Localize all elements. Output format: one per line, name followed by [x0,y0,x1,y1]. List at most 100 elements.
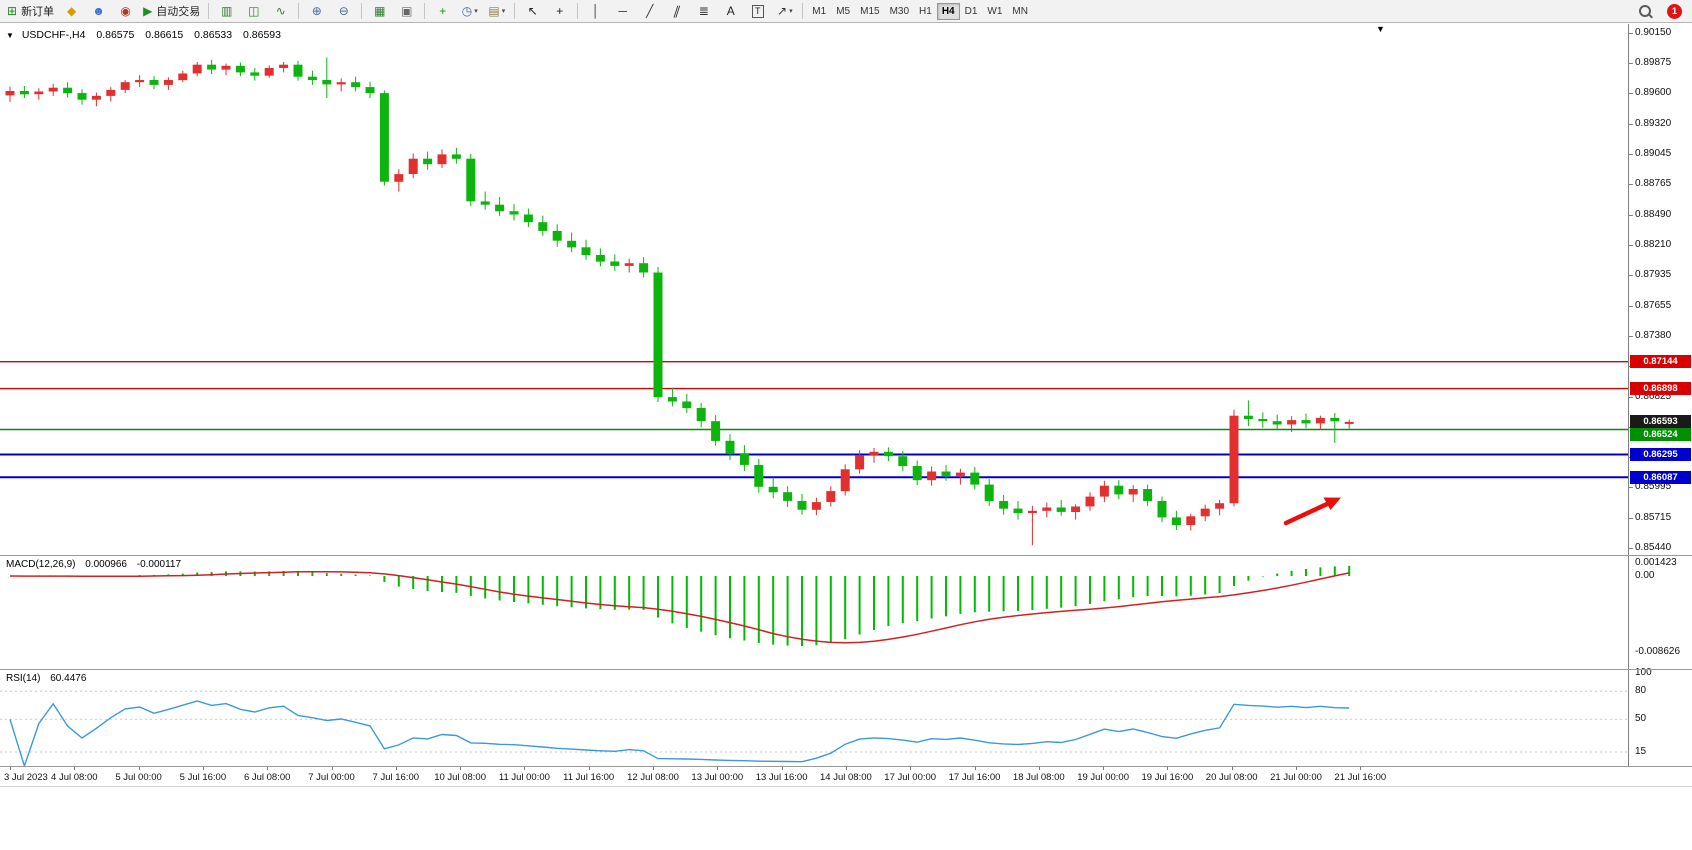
timeframe-m5-button[interactable]: M5 [836,5,851,17]
time-tick [653,766,654,770]
toolbar-right: 1 [1631,1,1692,22]
profiles-button[interactable]: ☻ [86,1,111,22]
cascade-windows-button[interactable]: ▣ [394,1,419,22]
fibonacci-button[interactable]: ≣ [691,1,716,22]
close-value: 0.86593 [243,29,281,41]
axis-tick [1629,335,1633,337]
line-chart-icon: ∿ [275,4,286,18]
macd-main-value: 0.000966 [85,559,127,570]
annotation-arrow[interactable] [1283,501,1331,526]
shift-end-marker-icon[interactable]: ▼ [1376,24,1385,34]
arrows-icon: ↗ [777,4,788,18]
autotrading-button[interactable]: ▶ 自动交易 [140,1,203,22]
bar-chart-button[interactable]: ▥ [214,1,239,22]
macd-panel[interactable]: MACD(12,26,9) 0.000966 -0.000117 [0,556,1628,669]
indicators-button[interactable]: + [430,1,455,22]
cursor-button[interactable]: ↖ [520,1,545,22]
axis-tick [1629,396,1633,398]
time-tick [460,766,462,770]
time-axis-label: 11 Jul 16:00 [563,772,615,783]
candlestick-series[interactable] [5,57,1354,546]
text-label-button[interactable]: T [745,1,770,22]
notification-badge[interactable]: 1 [1667,3,1682,19]
time-axis-label: 5 Jul 00:00 [115,772,162,783]
axis-tick [1629,487,1633,489]
trendline-button[interactable]: ╱ [637,1,662,22]
toolbar-separator [514,3,516,19]
vertical-line-button[interactable]: │ [583,1,608,22]
mql5-community-button[interactable]: ◉ [113,1,138,22]
price-tag-0.86593: 0.86593 [1630,415,1691,429]
timeframe-w1-button[interactable]: W1 [987,5,1003,17]
zoom-out-button[interactable]: ⊖ [331,1,356,22]
price-tag-0.86524: 0.86524 [1630,428,1691,442]
timeframe-d1-button[interactable]: D1 [964,5,978,17]
macd-scale-label: 0.001423 [1635,557,1677,569]
timeframe-m15-button[interactable]: M15 [860,5,880,17]
rsi-canvas[interactable] [0,670,1628,766]
price-axis-label: 0.89600 [1635,87,1672,99]
mql5-community-icon: ◉ [120,4,131,18]
time-tick [717,766,719,770]
tile-windows-icon: ▦ [374,4,386,18]
crosshair-button[interactable]: + [547,1,572,22]
templates-button[interactable]: ▤ ▾ [484,1,509,22]
timeframe-h1-button[interactable]: H1 [919,5,932,17]
search-icon [1638,5,1651,17]
toolbar-separator [298,3,300,19]
timeframe-m30-button[interactable]: M30 [889,5,910,17]
time-tick [395,766,397,770]
collapse-icon[interactable]: ▼ [6,31,14,40]
time-axis-label: 4 Jul 08:00 [51,772,98,783]
new-order-icon: ⊞ [7,4,18,18]
rsi-label: RSI(14) 60.4476 [6,673,86,684]
caret-down-icon: ▾ [789,8,793,15]
time-tick [267,766,269,770]
timeframe-m1-button[interactable]: M1 [812,5,827,17]
macd-signal-value: -0.000117 [136,559,182,570]
time-axis-label: 17 Jul 16:00 [948,772,1001,783]
price-chart-panel[interactable]: ▼ USDCHF-,H4 0.86575 0.86615 0.86533 0.8… [0,24,1628,555]
time-axis-label: 7 Jul 16:00 [372,772,420,783]
axis-tick [1629,63,1633,65]
rsi-scale-label: 15 [1635,745,1647,757]
zoom-out-icon: ⊖ [338,4,349,18]
macd-signal-line [9,570,1350,644]
new-order-button[interactable]: ⊞ 新订单 [4,1,57,22]
time-tick [974,766,976,770]
price-axis-label: 0.85440 [1635,542,1672,553]
arrows-button[interactable]: ↗ ▾ [772,1,797,22]
metaeditor-button[interactable]: ◆ [59,1,84,22]
price-chart-canvas[interactable] [0,24,1628,555]
macd-canvas[interactable] [0,556,1628,669]
timeframe-h4-button[interactable]: H4 [936,2,960,20]
toolbar: ⊞ 新订单 ◆ ☻ ◉ ▶ 自动交易 ▥ ◫ ∿ ⊕ ⊖ ▦ ▣ + ◷ ▾ ▤ ▾ ↖ + │ ─ ╱ ∥ ≣ A T ↗ ▾ M1 M5 M… [0,0,1692,23]
price-axis-label: 0.87935 [1635,269,1672,281]
rsi-panel[interactable]: RSI(14) 60.4476 [0,670,1628,766]
line-chart-button[interactable]: ∿ [268,1,293,22]
tile-windows-button[interactable]: ▦ [367,1,392,22]
time-axis-label: 11 Jul 00:00 [498,772,550,783]
search-button[interactable] [1632,1,1657,22]
panel-splitter[interactable] [0,669,1692,670]
equidistant-channel-button[interactable]: ∥ [664,1,689,22]
horizontal-line-button[interactable]: ─ [610,1,635,22]
time-tick [524,766,526,770]
candlestick-chart-button[interactable]: ◫ [241,1,266,22]
timeframe-mn-button[interactable]: MN [1012,5,1028,17]
zoom-in-icon: ⊕ [311,4,322,18]
horizontal-line-icon: ─ [618,4,628,18]
crosshair-icon: + [556,4,564,18]
price-axis[interactable]: 0.90150 0.89875 0.89600 0.89320 0.89045 0.887… [1628,24,1692,766]
zoom-in-button[interactable]: ⊕ [304,1,329,22]
time-tick [781,766,783,770]
time-axis[interactable]: 3 Jul 2023 4 Jul 08:00 5 Jul 00:00 5 Jul 16… [0,766,1628,786]
price-axis-label: 0.90150 [1635,27,1672,38]
text-button[interactable]: A [718,1,743,22]
profiles-icon: ☻ [92,4,105,18]
axis-tick [1629,275,1633,277]
panel-splitter[interactable] [0,555,1692,556]
periods-button[interactable]: ◷ ▾ [457,1,482,22]
text-icon: A [726,4,735,18]
axis-separator [0,766,1692,767]
